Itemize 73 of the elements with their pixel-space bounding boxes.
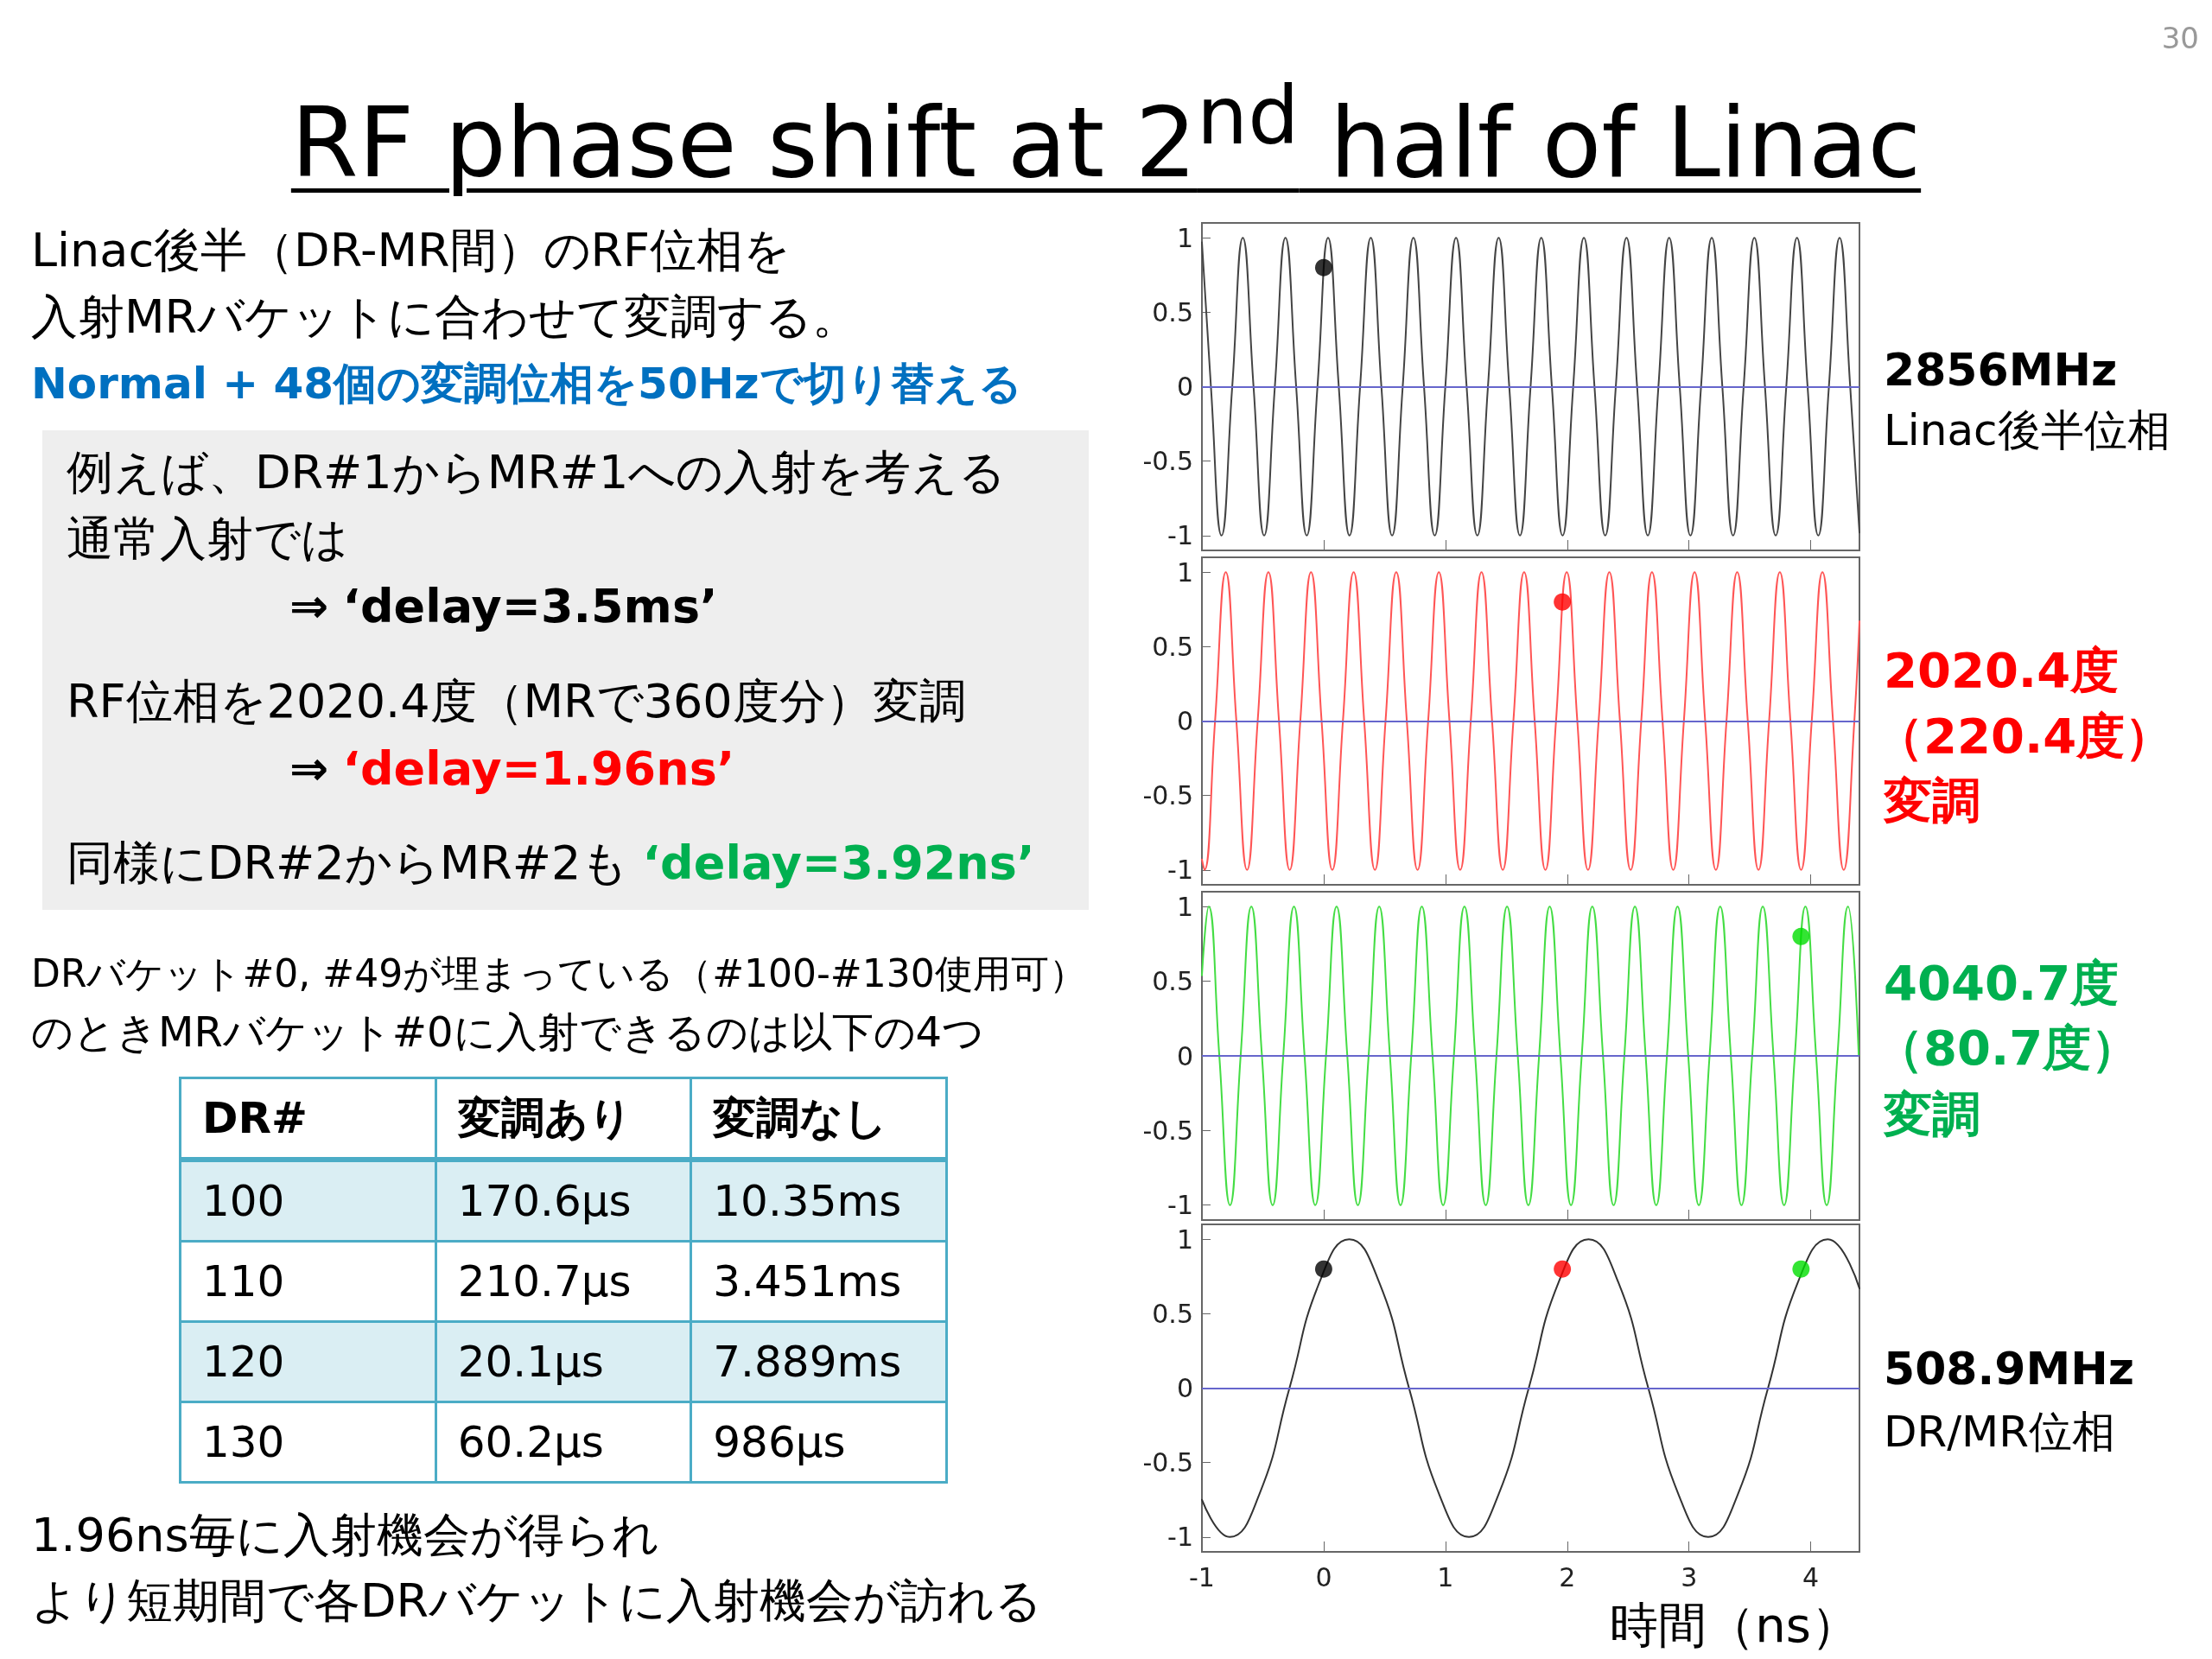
y-tick-label: 0 bbox=[1176, 1373, 1193, 1403]
text: ‘delay=3.92ns’ bbox=[642, 835, 1035, 890]
y-tick-label: -0.5 bbox=[1142, 1115, 1193, 1146]
y-tick-label: -0.5 bbox=[1142, 446, 1193, 477]
y-tick-label: 0 bbox=[1176, 372, 1193, 402]
text: ‘delay=1.96ns’ bbox=[342, 741, 735, 796]
text: 110 bbox=[180, 1241, 436, 1322]
text: ⇒ bbox=[289, 741, 329, 796]
chart-title: RF phase shift at 2$^{nd}$ half of Linac bbox=[289, 67, 1923, 201]
text: 変調なし bbox=[690, 1077, 947, 1160]
text: Linac後半位相 bbox=[1884, 405, 2171, 455]
line-series bbox=[1201, 906, 1860, 1206]
y-tick-label: -1 bbox=[1167, 855, 1193, 886]
x-axis-title: 時間（ns） bbox=[1610, 1597, 1859, 1654]
y-tick-label: -1 bbox=[1167, 520, 1193, 551]
text: 通常入射では bbox=[67, 511, 348, 566]
y-tick-label: 1 bbox=[1176, 1224, 1193, 1255]
text: （80.7度） bbox=[1875, 1020, 2140, 1077]
text: 1.96ns毎に入射機会が得られ bbox=[31, 1507, 659, 1562]
text: 20.1μs bbox=[435, 1321, 691, 1402]
text: 60.2μs bbox=[435, 1402, 691, 1483]
text: 120 bbox=[180, 1321, 436, 1402]
text: 7.889ms bbox=[690, 1321, 947, 1402]
text: DR/MR位相 bbox=[1884, 1407, 2115, 1457]
text: Linac後半（DR-MR間）のRF位相を bbox=[31, 222, 791, 277]
y-tick-label: -0.5 bbox=[1142, 780, 1193, 811]
y-tick-label: 0 bbox=[1176, 706, 1193, 736]
x-tick-label: 1 bbox=[1437, 1561, 1454, 1592]
text: 例えば、DR#1からMR#1への入射を考える bbox=[67, 444, 1007, 499]
x-tick-label: 4 bbox=[1802, 1561, 1820, 1592]
y-tick-label: -0.5 bbox=[1142, 1447, 1193, 1478]
text: 変調 bbox=[1884, 1086, 1980, 1143]
y-tick-label: 1 bbox=[1176, 556, 1193, 588]
text: ‘delay=3.5ms’ bbox=[342, 578, 718, 633]
text: 100 bbox=[180, 1160, 436, 1242]
y-tick-label: 1 bbox=[1176, 222, 1193, 253]
line-series bbox=[1201, 1238, 1860, 1538]
y-tick-label: -1 bbox=[1167, 1522, 1193, 1553]
text: 986μs bbox=[690, 1402, 947, 1483]
text: DR# bbox=[180, 1077, 436, 1160]
x-tick-label: 2 bbox=[1559, 1561, 1576, 1592]
text: のときMRバケット#0に入射できるのは以下の4つ bbox=[31, 1007, 985, 1057]
x-tick-label: 3 bbox=[1681, 1561, 1698, 1592]
y-tick-label: 1 bbox=[1176, 891, 1193, 922]
text: RF位相を2020.4度（MRで360度分）変調 bbox=[67, 673, 966, 728]
text: 2020.4度 bbox=[1884, 642, 2120, 699]
text: 変調 bbox=[1884, 772, 1980, 830]
text: 508.9MHz bbox=[1884, 1342, 2135, 1395]
text: 130 bbox=[180, 1402, 436, 1483]
y-tick-label: 0 bbox=[1176, 1040, 1193, 1071]
y-tick-label: 0.5 bbox=[1152, 1298, 1193, 1329]
x-tick-label: 0 bbox=[1315, 1561, 1332, 1592]
text: 入射MRバケットに合わせて変調する。 bbox=[31, 289, 860, 344]
text: ⇒ bbox=[289, 578, 329, 633]
text: DRバケット#0, #49が埋まっている（#100-#130使用可） bbox=[31, 950, 1087, 995]
text: 2856MHz bbox=[1884, 343, 2118, 396]
y-tick-label: -1 bbox=[1167, 1190, 1193, 1221]
y-tick-label: 0.5 bbox=[1152, 631, 1193, 662]
text: （220.4度） bbox=[1875, 708, 2174, 765]
text: 3.451ms bbox=[690, 1241, 947, 1322]
text: 変調あり bbox=[435, 1077, 691, 1160]
line-series bbox=[1201, 237, 1860, 537]
text: 4040.7度 bbox=[1884, 955, 2120, 1012]
y-tick-label: 0.5 bbox=[1152, 966, 1193, 997]
y-tick-label: 0.5 bbox=[1152, 296, 1193, 327]
line-series bbox=[1201, 571, 1860, 871]
text: Normal + 48個の変調位相を50Hzで切り替える bbox=[31, 359, 1022, 409]
text: より短期間で各DRバケットに入射機会が訪れる bbox=[31, 1573, 1043, 1628]
text: 同様にDR#2からMR#2も bbox=[67, 835, 629, 890]
text: 30 bbox=[2161, 20, 2199, 55]
text: 210.7μs bbox=[435, 1241, 691, 1322]
text: 170.6μs bbox=[435, 1160, 691, 1242]
text: 10.35ms bbox=[690, 1160, 947, 1242]
